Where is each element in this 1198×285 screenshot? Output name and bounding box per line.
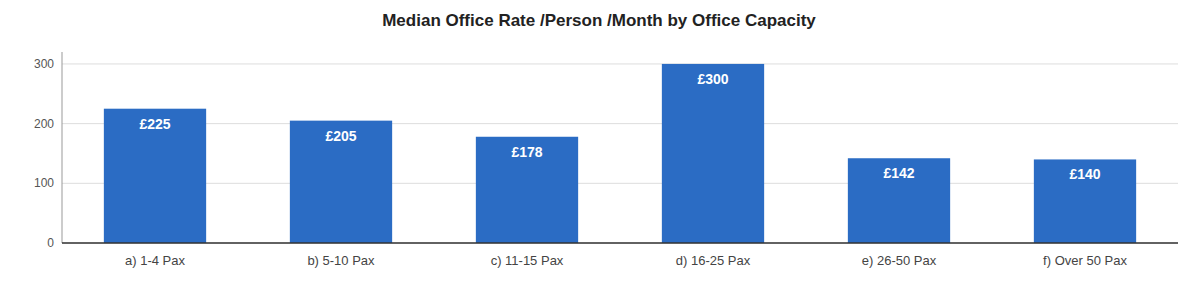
x-tick-label: d) 16-25 Pax: [676, 253, 751, 268]
grid-line: [62, 63, 1178, 64]
y-tick-label: 0: [47, 236, 54, 250]
bar: [662, 64, 764, 243]
chart-container: Median Office Rate /Person /Month by Off…: [0, 0, 1198, 285]
bar: [476, 137, 578, 243]
grid-line: [62, 183, 1178, 184]
grid-line: [62, 243, 1178, 244]
bar: [290, 121, 392, 243]
x-tick-label: e) 26-50 Pax: [862, 253, 937, 268]
x-tick-label: a) 1-4 Pax: [125, 253, 185, 268]
x-tick-label: c) 11-15 Pax: [491, 253, 564, 268]
data-label: £300: [697, 71, 728, 87]
y-grid: [62, 64, 1178, 243]
data-label: £140: [1069, 166, 1100, 182]
x-tick-label: f) Over 50 Pax: [1043, 253, 1127, 268]
data-label: £225: [139, 116, 170, 132]
y-tick-label: 200: [34, 117, 54, 131]
y-tick-label: 100: [34, 176, 54, 190]
chart-svg: Median Office Rate /Person /Month by Off…: [0, 0, 1198, 285]
data-label: £178: [511, 144, 542, 160]
title: Median Office Rate /Person /Month by Off…: [382, 11, 816, 30]
data-label: £205: [325, 128, 356, 144]
x-tick-label: b) 5-10 Pax: [307, 253, 375, 268]
bar: [104, 109, 206, 243]
grid-line: [62, 123, 1178, 124]
bars: [104, 64, 1136, 243]
bar: [1034, 159, 1136, 243]
x-axis-line: [62, 242, 1178, 244]
y-axis-line: [62, 52, 63, 243]
y-tick-label: 300: [34, 57, 54, 71]
data-label: £142: [883, 165, 914, 181]
bar: [848, 158, 950, 243]
